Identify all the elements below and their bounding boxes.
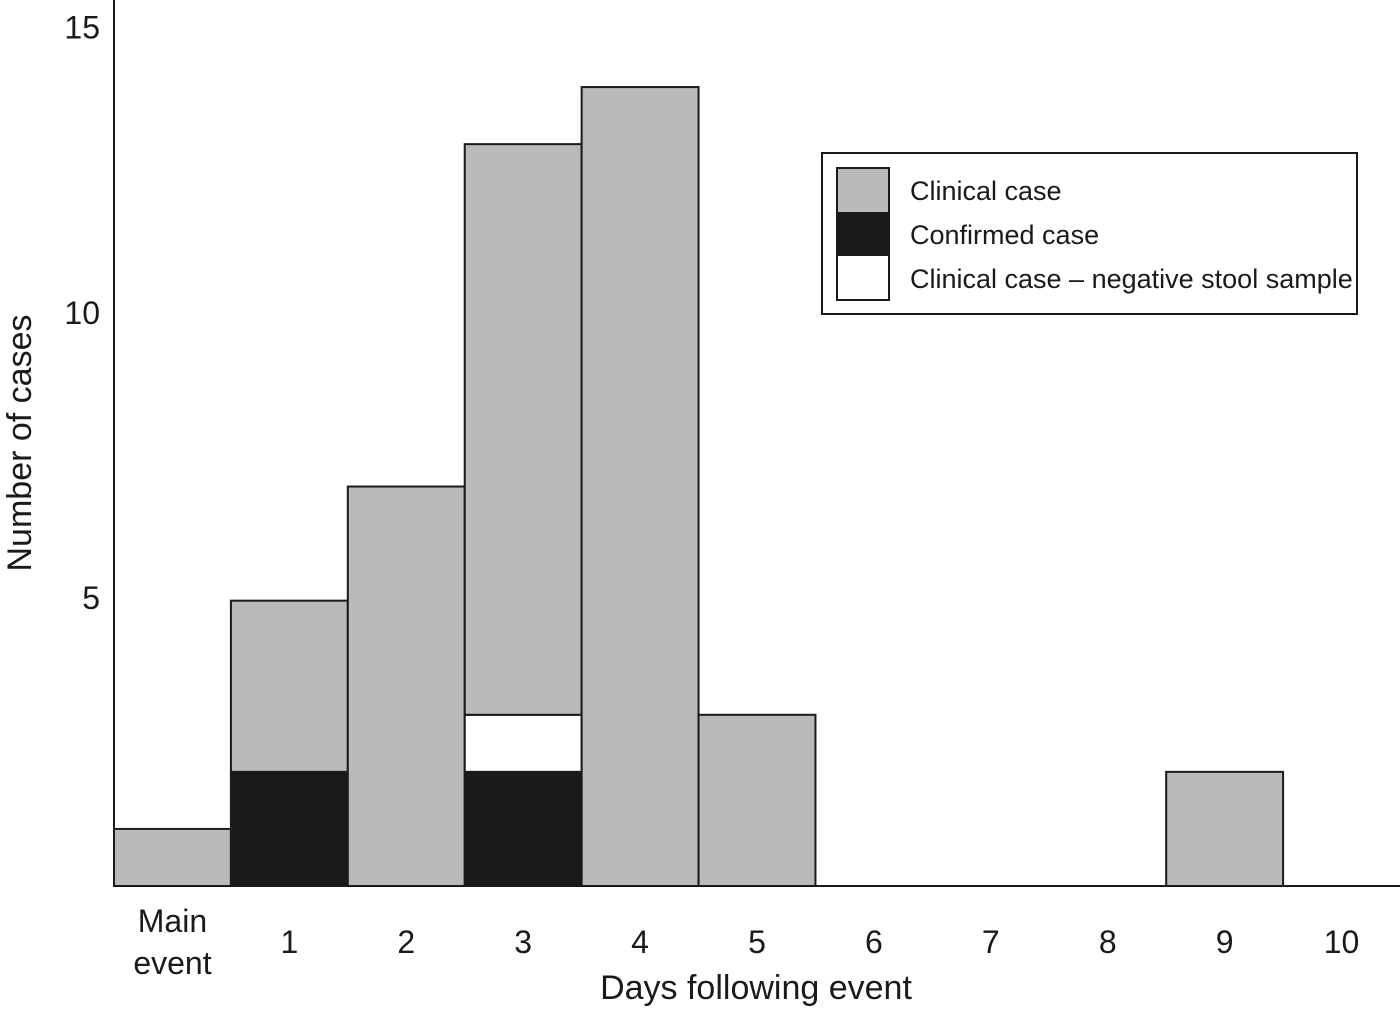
legend-label: Clinical case – negative stool sample: [910, 264, 1353, 294]
y-tick-label: 10: [64, 295, 100, 331]
bar-segment: [580, 86, 700, 888]
legend-swatch: [837, 256, 889, 300]
x-tick-label-box: 7: [981, 924, 1000, 960]
x-tick-label: 7: [981, 924, 1000, 960]
legend: Clinical case Confirmed case Clinical case…: [821, 152, 1358, 315]
y-axis-title: Number of cases: [1, 315, 39, 572]
x-tick-label-box: 6: [865, 924, 883, 960]
legend-swatch-border: [836, 167, 890, 301]
x-tick-label: 5: [748, 924, 766, 960]
x-tick-label: 10: [1323, 924, 1360, 960]
x-tick-label: 9: [1215, 924, 1234, 960]
x-tick-label: 6: [865, 924, 883, 960]
x-tick-label: 3: [514, 924, 533, 960]
legend-swatch: [837, 168, 889, 212]
bar-segment: [346, 485, 466, 887]
x-tick-label-box: 9: [1215, 924, 1234, 960]
x-tick-label-box: 10: [1323, 924, 1360, 960]
bar-segment: [463, 770, 583, 887]
x-tick-label-box: 1: [280, 924, 299, 960]
x-tick-label-box: Main event: [133, 903, 212, 981]
x-tick-label: 8: [1098, 924, 1117, 960]
bar-segment: [463, 143, 583, 716]
x-tick-label: 2: [397, 924, 416, 960]
x-tick-label-box: 4: [631, 924, 649, 960]
x-tick-label-box: 3: [514, 924, 533, 960]
x-tick-label-box: 8: [1098, 924, 1117, 960]
bar-segment: [463, 713, 583, 773]
bar-segment: [697, 713, 817, 887]
legend-label: Clinical case: [910, 176, 1062, 206]
y-tick-label: 15: [64, 9, 100, 45]
bar-segment: [229, 599, 349, 773]
bar-segment: [1165, 770, 1285, 887]
bar-segment: [113, 827, 232, 888]
x-tick-label: 1: [280, 924, 299, 960]
x-tick-label-box: 5: [748, 924, 766, 960]
x-axis-title: Days following event: [600, 969, 912, 1007]
legend-box: [821, 152, 1358, 315]
x-tick-label: Main event: [133, 903, 212, 981]
x-tick-label: 4: [631, 924, 649, 960]
bar-segment: [229, 770, 349, 887]
legend-label: Confirmed case: [910, 220, 1099, 250]
legend-swatch: [837, 212, 889, 256]
x-tick-label-box: 2: [397, 924, 416, 960]
y-tick-label: 5: [82, 580, 100, 616]
